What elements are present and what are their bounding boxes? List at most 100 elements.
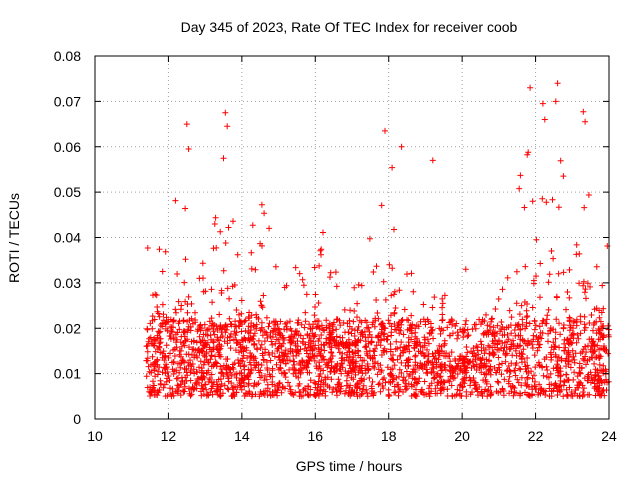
data-point [182,205,189,212]
data-point [156,343,163,350]
data-point [598,390,605,397]
data-point [181,279,188,286]
data-point [368,334,375,341]
data-point [596,377,603,384]
data-point [334,316,341,323]
data-point [258,362,265,368]
data-point [316,262,323,269]
data-point [218,370,224,377]
data-point [406,348,413,355]
data-point [164,327,171,334]
data-point [391,326,398,333]
data-point [401,343,407,350]
data-point [560,173,567,180]
data-point [499,286,506,293]
data-point [307,386,314,393]
data-point [273,361,280,368]
data-point [439,304,446,311]
data-point [544,312,551,319]
data-point [373,263,380,270]
data-point [539,195,546,202]
data-point [582,118,589,125]
data-point [146,368,153,375]
data-point [556,383,563,390]
data-point [260,292,267,299]
data-point [387,348,394,355]
data-point [580,389,586,395]
data-point [259,352,266,359]
data-point [409,322,415,329]
data-point [462,321,469,328]
data-point [567,351,573,358]
data-point [212,353,219,360]
data-point [430,361,437,368]
data-point [391,383,398,390]
data-point [157,339,164,346]
data-point [174,271,181,277]
data-point [431,375,437,382]
data-point [187,357,193,364]
data-point [228,372,235,379]
data-point [438,379,445,385]
data-point [575,335,582,342]
data-point [533,273,539,280]
data-point [359,333,366,340]
data-point [337,322,344,329]
data-point [229,364,236,371]
data-point [352,339,359,346]
data-point [330,386,337,392]
data-point [271,327,278,334]
data-point [271,319,278,326]
data-point [563,392,570,399]
data-point [265,323,272,330]
data-point [205,378,212,385]
data-point [202,288,209,295]
data-point [569,347,576,354]
data-point [184,301,191,308]
data-point [355,323,362,330]
data-point [532,322,539,329]
data-point [283,326,290,333]
data-point [240,352,247,359]
data-point [246,309,253,316]
data-point [195,347,201,354]
data-point [415,348,422,355]
data-point [209,383,216,390]
data-point [307,377,314,384]
data-point [192,309,198,316]
data-point [283,282,290,289]
data-point [169,329,175,336]
data-point [223,326,230,333]
data-point [262,346,269,353]
data-point [466,358,473,365]
data-point [192,319,199,326]
data-point [213,387,220,394]
data-point [330,327,337,334]
data-point [377,342,384,349]
data-point [447,373,454,380]
data-point [350,318,357,325]
data-point [522,380,529,386]
data-point [166,333,173,339]
data-point [566,384,573,391]
data-point [287,348,294,355]
data-point [574,332,581,338]
data-point [427,390,433,397]
data-point [242,317,249,324]
data-point [590,327,596,334]
data-point [172,306,179,313]
data-point [173,309,179,316]
data-point [536,381,543,388]
data-point [517,366,524,373]
data-point [353,363,359,370]
data-point [601,343,607,349]
data-point [592,371,598,378]
data-point [248,249,255,256]
data-point [539,100,546,107]
data-point [154,388,161,395]
data-point [308,343,314,349]
data-point [178,302,185,309]
data-point [454,335,461,342]
data-point [202,353,208,360]
data-point [548,356,555,363]
